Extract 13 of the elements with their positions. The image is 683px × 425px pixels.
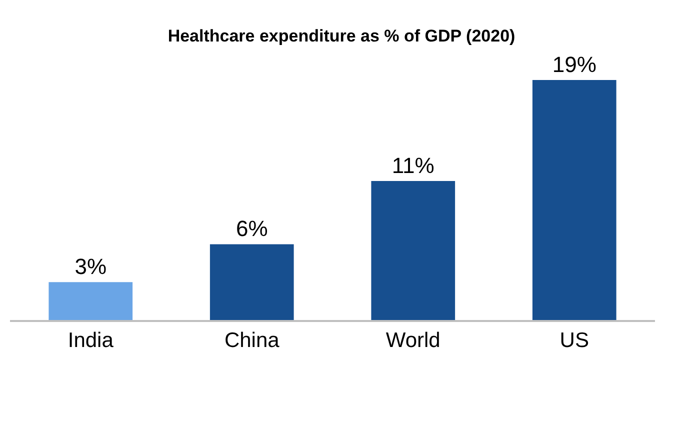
data-label: 11%: [392, 153, 434, 178]
x-tick-label: India: [68, 328, 114, 352]
x-tick-label: China: [224, 328, 280, 352]
bar: [48, 282, 133, 320]
x-tick-label: World: [386, 328, 440, 352]
x-tick-label: US: [560, 328, 589, 352]
chart-title: Healthcare expenditure as % of GDP (2020): [168, 26, 516, 46]
data-label: 3%: [74, 254, 107, 280]
bar: [371, 181, 456, 320]
data-label: 6%: [236, 216, 268, 242]
bar: [210, 244, 294, 320]
bar: [532, 80, 616, 320]
data-label: 19%: [552, 52, 596, 77]
